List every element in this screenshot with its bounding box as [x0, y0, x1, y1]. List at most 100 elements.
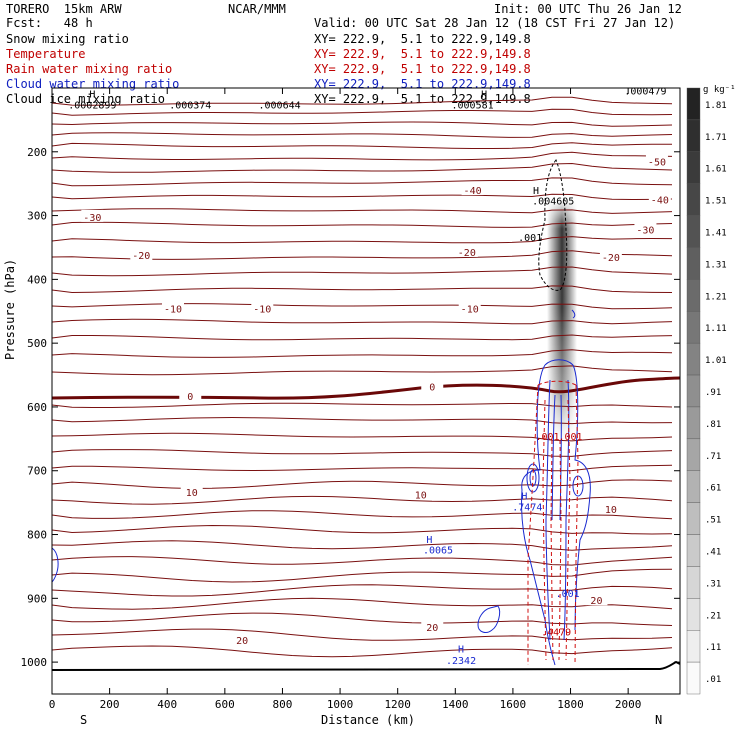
isotherm-line [52, 142, 672, 149]
isotherm-line [52, 162, 673, 173]
y-tick-label: 700 [27, 465, 47, 478]
isotherm-label: -40 [651, 196, 669, 207]
isotherm-label: 10 [605, 505, 617, 516]
cloud-ice-contours [538, 159, 568, 291]
colorbar-level-label: .41 [705, 547, 721, 557]
x-axis-label: Distance (km) [321, 713, 415, 727]
temperature-contours [52, 96, 673, 658]
colorbar-swatch [686, 598, 701, 631]
x-tick-label: 0 [49, 698, 56, 711]
x-tick-label: 1200 [384, 698, 411, 711]
maximum-label: .001 [518, 233, 542, 244]
isotherm-line [52, 479, 673, 490]
isotherm-label: 0 [187, 392, 193, 403]
isotherm-label-bg [645, 154, 668, 167]
colorbar-level-label: 1.41 [705, 229, 727, 239]
maximum-label: .0065 [423, 546, 453, 557]
maximum-label: H [458, 645, 464, 656]
colorbar-swatch [686, 247, 701, 280]
isotherm-line [52, 524, 673, 535]
legend-rain-xy: XY= 222.9, 5.1 to 222.9,149.8 [314, 62, 531, 76]
isotherm-label-bg [409, 487, 432, 500]
isotherm-line [52, 568, 673, 583]
colorbar-swatch [686, 438, 701, 471]
isotherm-label-bg [585, 593, 608, 606]
init-time: Init: 00 UTC Thu 26 Jan 12 [494, 2, 682, 16]
colorbar-level-label: .01 [705, 675, 721, 685]
isotherm-label-bg [634, 222, 657, 235]
isotherm-line [52, 266, 673, 277]
isotherm-label: 20 [236, 636, 248, 647]
x-tick-label: 1000 [327, 698, 354, 711]
maximum-label: .001 [558, 432, 582, 443]
colorbar-swatch [686, 87, 701, 121]
colorbar-level-label: .61 [705, 484, 721, 494]
isotherm-line [52, 121, 673, 127]
isotherm-line [52, 540, 673, 551]
maximum-label: .004605 [532, 197, 574, 208]
colorbar-level-label: 1.71 [705, 133, 727, 143]
colorbar-level-label: 1.01 [705, 356, 727, 366]
y-tick-label: 500 [27, 337, 47, 350]
y-tick-label: 400 [27, 273, 47, 286]
legend-cloudwater-xy: XY= 222.9, 5.1 to 222.9,149.8 [314, 77, 531, 91]
colorbar: 1.81 1.71 1.61 1.51 1.41 1.31 1.21 1.11 1.01 .91.… [686, 87, 727, 695]
isotherm-line [52, 432, 673, 442]
colorbar-swatch [686, 119, 701, 152]
x-tick-label: 1400 [442, 698, 469, 711]
snow-shading [547, 200, 577, 440]
y-tick-label: 1000 [21, 656, 48, 669]
colorbar-swatch [686, 630, 701, 663]
isotherm-line [52, 464, 673, 472]
y-tick-label: 600 [27, 401, 47, 414]
forecast-hour: Fcst: 48 h [6, 16, 93, 30]
isotherm-line [52, 177, 673, 187]
maximum-label: .000644 [258, 100, 300, 111]
legend-cloudice-label: Cloud ice mixing ratio [6, 92, 165, 106]
isotherm-line [52, 416, 673, 425]
north-end-label: N [655, 713, 663, 727]
colorbar-level-label: 1.31 [705, 260, 727, 270]
legend-cloudice-xy: XY= 222.9, 5.1 to 222.9,149.8 [314, 92, 531, 106]
isotherm-line [52, 584, 673, 597]
isotherm-label-bg [251, 301, 274, 314]
isotherm-label: -20 [458, 248, 476, 259]
rain-water-contours [527, 380, 579, 666]
isotherm-label-bg [161, 301, 184, 314]
colorbar-swatch [686, 534, 701, 567]
colorbar-swatch [686, 342, 701, 376]
colorbar-level-label: 1.51 [705, 197, 727, 207]
maximum-label: .000374 [169, 100, 211, 111]
isotherm-label-bg [130, 248, 153, 261]
y-tick-label: 200 [27, 146, 47, 159]
y-tick-label: 800 [27, 529, 47, 542]
isotherm-line [52, 193, 673, 201]
colorbar-swatch [686, 151, 701, 184]
isotherm-line [52, 318, 673, 325]
isotherm-line [52, 250, 673, 260]
legend-snow-label: Snow mixing ratio [6, 32, 129, 46]
colorbar-level-label: .31 [705, 579, 721, 589]
legend-temperature-label: Temperature [6, 47, 86, 61]
isotherm-line [52, 236, 673, 244]
isotherm-label-bg [599, 250, 622, 263]
isotherm-line [52, 221, 673, 228]
plot-frame [51, 87, 681, 695]
maximum-label: .001 [556, 589, 580, 600]
maximum-label: .000479 [624, 86, 666, 97]
isotherm-label: -10 [253, 305, 271, 316]
colorbar-swatch [686, 502, 701, 535]
terrain-line [52, 660, 680, 671]
isotherm-line [52, 151, 673, 161]
isotherm-label: -10 [461, 305, 479, 316]
colorbar-swatch [686, 183, 701, 216]
isotherm-label-bg [231, 632, 254, 645]
south-end-label: S [80, 713, 88, 727]
isotherm-label-bg [421, 620, 444, 633]
isotherm-label-bg [461, 183, 484, 196]
legend-rain-label: Rain water mixing ratio [6, 62, 173, 76]
zero-isotherm [52, 376, 680, 400]
x-tick-label: 600 [215, 698, 235, 711]
y-tick-label: 900 [27, 592, 47, 605]
isotherm-label: -20 [602, 253, 620, 264]
